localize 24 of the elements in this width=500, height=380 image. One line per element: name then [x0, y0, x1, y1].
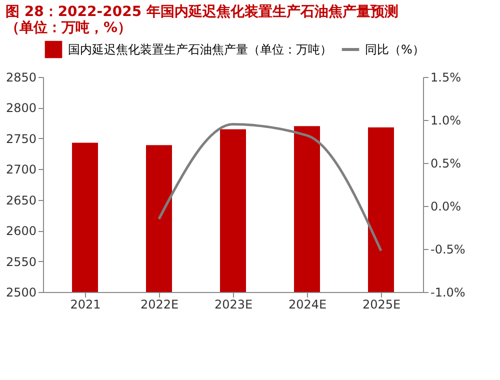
x-tick-label: 2022E	[140, 298, 179, 312]
legend-label: 国内延迟焦化装置生产石油焦产量（单位：万吨）	[68, 42, 332, 56]
text: 图 28：2022-2025 年国内延迟焦化装置生产石油焦产量预测	[5, 4, 398, 20]
y-tick-label: 2650	[6, 193, 36, 208]
y2-tick-label: 0.0%	[430, 200, 461, 214]
x-tick-label: 2024E	[288, 298, 327, 312]
y-tick-label: 2600	[6, 224, 36, 238]
y-tick-label: 2800	[6, 101, 36, 116]
y-tick-label: 2500	[6, 286, 36, 300]
text: （单位：万吨，%）	[5, 20, 132, 36]
x-tick-label: 2025E	[362, 298, 401, 312]
x-tick-label: 2021	[70, 298, 101, 312]
y2-tick-label: 1.0%	[430, 114, 461, 128]
y-tick-label: 2750	[6, 132, 36, 146]
y2-tick-label: 1.5%	[430, 70, 461, 84]
y-tick-label: 2700	[6, 162, 36, 177]
line-series	[158, 123, 382, 252]
y2-tick-label: -0.5%	[430, 242, 466, 256]
y-tick-label: 2850	[6, 70, 36, 84]
y-tick-label: 2550	[6, 254, 36, 269]
legend-label: 同比（%）	[365, 42, 424, 56]
y2-tick-label: -1.0%	[430, 286, 466, 300]
y2-tick-label: 0.5%	[430, 156, 461, 170]
x-tick-label: 2023E	[214, 298, 253, 312]
